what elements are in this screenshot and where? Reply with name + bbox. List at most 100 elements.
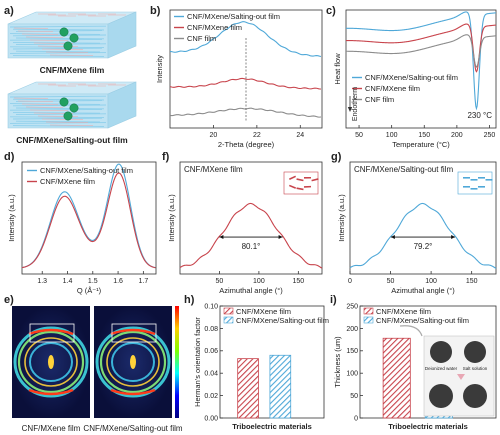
mxene-sheet bbox=[49, 124, 94, 126]
series-line-3 bbox=[169, 107, 321, 118]
film-photo-2 bbox=[464, 341, 486, 363]
x-tick-label: 1.4 bbox=[63, 278, 73, 285]
block-side-face bbox=[107, 81, 137, 129]
cellulose-fiber bbox=[12, 117, 103, 120]
x-axis-label: Triboelectric materials bbox=[388, 422, 468, 431]
scattering-arc-bottom bbox=[110, 388, 156, 396]
colorbar bbox=[175, 306, 179, 418]
scattering-arc-top bbox=[110, 328, 156, 336]
fwhm-label: 80.1° bbox=[242, 242, 261, 251]
salt-ion-sphere bbox=[63, 111, 73, 121]
x-tick-label: 250 bbox=[484, 132, 496, 139]
panel-label-a: a) bbox=[4, 5, 14, 17]
inset-label-left: Deionized water bbox=[425, 366, 458, 371]
x-axis-label: 2-Theta (degree) bbox=[218, 140, 275, 149]
salt-ion-sphere bbox=[59, 27, 69, 37]
legend-entry: CNF film bbox=[365, 95, 394, 104]
scattering-ring bbox=[95, 326, 171, 398]
endotherm-label: Endotherm bbox=[352, 87, 359, 121]
panel-a-caption-top: CNF/MXene film bbox=[40, 65, 105, 75]
legend-entry: CNF/MXene/Salting-out film bbox=[365, 73, 458, 82]
legend-entry: CNF film bbox=[187, 34, 216, 43]
inset-down-arrow bbox=[457, 374, 465, 380]
y-tick-label: 150 bbox=[346, 348, 358, 355]
oriented-sheet bbox=[478, 186, 485, 188]
legend-entry: CNF/MXene film bbox=[365, 84, 420, 93]
panel-label-e: e) bbox=[4, 294, 14, 306]
cellulose-fiber bbox=[9, 122, 107, 124]
film-block-cnf-mxene bbox=[7, 11, 137, 59]
legend-entry: CNF/MXene/Salting-out film bbox=[187, 12, 280, 21]
integration-box bbox=[111, 323, 157, 343]
beam-center bbox=[48, 355, 54, 369]
x-tick-label: 24 bbox=[296, 132, 304, 139]
inset-pointer-arrow bbox=[399, 325, 423, 337]
film-photo-4 bbox=[463, 384, 487, 408]
mxene-sheet bbox=[21, 33, 59, 35]
panel-b-xrd-chart: 20 22 24 2-Theta (degree) Intensity CNF/MXene… bbox=[155, 9, 323, 149]
legend-entry: CNF/MXene/Salting-out film bbox=[376, 316, 469, 325]
inset-label-right: Salt solution bbox=[463, 366, 488, 371]
x-axis-label: Azimuthal angle (°) bbox=[219, 286, 283, 295]
panel-a-caption-bottom: CNF/MXene/Salting-out film bbox=[16, 135, 128, 145]
mxene-sheet bbox=[13, 27, 49, 29]
mxene-sheet bbox=[45, 51, 89, 53]
scattering-ring bbox=[17, 330, 85, 394]
film-block-salting-out bbox=[7, 81, 137, 129]
panel-label-b: b) bbox=[150, 5, 161, 17]
y-tick-label: 0.04 bbox=[204, 371, 218, 378]
y-axis-label: Intensity (a.u.) bbox=[337, 194, 346, 242]
film-photo-3 bbox=[429, 384, 453, 408]
cellulose-fiber bbox=[15, 113, 107, 116]
mxene-sheet bbox=[29, 109, 69, 111]
x-tick-label: 150 bbox=[466, 278, 478, 285]
x-axis-label: Q (Å⁻¹) bbox=[77, 286, 102, 295]
legend-entry: CNF/MXene film bbox=[236, 307, 291, 316]
y-axis-label: Intensity bbox=[155, 55, 164, 83]
fwhm-arrow-right bbox=[451, 235, 456, 240]
series-line-1 bbox=[346, 11, 497, 111]
x-tick-label: 0 bbox=[348, 278, 352, 285]
x-tick-label: 50 bbox=[355, 132, 363, 139]
series-line-1 bbox=[21, 163, 156, 269]
oriented-sheet bbox=[463, 177, 470, 179]
panel-e-right-label: CNF/MXene/Salting-out film bbox=[83, 424, 182, 433]
mxene-sheet bbox=[41, 118, 84, 120]
film-photo-1 bbox=[430, 341, 452, 363]
x-axis-label: Temperature (°C) bbox=[392, 140, 450, 149]
y-tick-label: 0.06 bbox=[204, 348, 218, 355]
legend-entry: CNF/MXene/Salting-out film bbox=[236, 316, 329, 325]
saxs-pattern-right bbox=[94, 306, 172, 418]
y-tick-label: 0 bbox=[354, 415, 358, 422]
x-tick-label: 1.5 bbox=[88, 278, 98, 285]
cellulose-fiber bbox=[9, 95, 107, 98]
cellulose-fiber bbox=[15, 107, 105, 110]
panel-f-azimuthal-chart: 50 100 150 Azimuthal angle (°) Intensity (a.… bbox=[167, 161, 323, 295]
legend-entry: CNF/MXene film bbox=[40, 177, 95, 186]
oriented-sheet bbox=[288, 175, 297, 181]
salt-ion-sphere bbox=[69, 103, 79, 113]
series-line-3 bbox=[346, 34, 497, 68]
y-tick-label: 250 bbox=[346, 303, 358, 310]
cellulose-fiber bbox=[9, 25, 107, 28]
cellulose-fiber bbox=[9, 103, 101, 105]
saxs-pattern-left bbox=[12, 306, 90, 418]
mxene-sheet bbox=[25, 106, 64, 108]
cellulose-fiber bbox=[12, 28, 105, 31]
scattering-arc-top bbox=[28, 328, 74, 336]
legend-swatch bbox=[223, 307, 234, 315]
x-tick-label: 20 bbox=[210, 132, 218, 139]
panel-d-waxs-chart: 1.3 1.4 1.5 1.6 1.7 Q (Å⁻¹) Intensity (a.u.) CN… bbox=[7, 161, 157, 295]
scattering-arc-bottom bbox=[28, 388, 74, 396]
fwhm-arrow-right bbox=[278, 235, 283, 240]
beam-center bbox=[130, 355, 136, 369]
cellulose-fiber bbox=[9, 108, 103, 111]
azimuthal-curve bbox=[349, 202, 497, 269]
panel-label-g: g) bbox=[331, 151, 342, 163]
x-tick-label: 100 bbox=[253, 278, 265, 285]
x-tick-label: 50 bbox=[387, 278, 395, 285]
panel-label-h: h) bbox=[184, 294, 195, 306]
cellulose-fiber bbox=[12, 104, 107, 107]
x-tick-label: 150 bbox=[292, 278, 304, 285]
y-tick-label: 0.00 bbox=[204, 415, 218, 422]
